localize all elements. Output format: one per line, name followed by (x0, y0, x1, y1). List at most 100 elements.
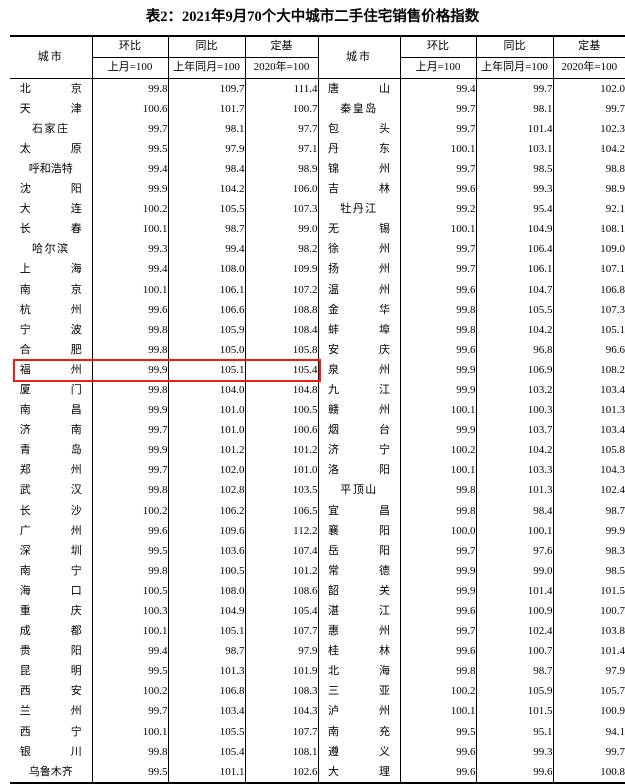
value-mom-left: 100.3 (92, 601, 169, 622)
city-name-left: 乌鲁木齐 (10, 762, 93, 784)
value-base-left: 105.4 (245, 360, 319, 381)
value-yoy-left: 106.2 (168, 501, 246, 522)
city-name-left: 武汉 (10, 480, 93, 501)
table-row: 南昌 99.9 101.0 100.5 赣州 100.1 100.3 101.3 (10, 400, 625, 421)
value-yoy-right: 106.1 (476, 259, 554, 280)
city-name-right: 无锡 (318, 219, 401, 240)
table-row: 天津 100.6 101.7 100.7 秦皇岛 99.7 98.1 99.7 (10, 99, 625, 120)
value-yoy-left: 100.5 (168, 561, 246, 582)
value-base-left: 108.4 (245, 320, 319, 341)
city-name-right: 湛江 (318, 601, 401, 622)
city-name-right: 常德 (318, 561, 401, 582)
city-name-left: 成都 (10, 621, 93, 642)
city-name-left: 大连 (10, 199, 93, 220)
header-group-base-left: 定基 (245, 35, 319, 58)
value-yoy-left: 105.1 (168, 360, 246, 381)
city-name-right: 泸州 (318, 701, 401, 723)
city-name-right: 秦皇岛 (318, 99, 401, 120)
value-mom-right: 99.7 (400, 259, 477, 280)
value-base-left: 107.7 (245, 621, 319, 642)
value-mom-left: 99.8 (92, 340, 169, 361)
table-row: 贵阳 99.4 98.7 97.9 桂林 99.6 100.7 101.4 (10, 641, 625, 662)
city-name-left: 南京 (10, 279, 93, 301)
value-yoy-left: 105.5 (168, 722, 246, 743)
value-base-left: 106.0 (245, 179, 319, 200)
city-name-right: 吉林 (318, 179, 401, 200)
value-mom-right: 99.2 (400, 199, 477, 220)
value-mom-left: 100.1 (92, 219, 169, 240)
city-name-left: 杭州 (10, 300, 93, 321)
value-base-right: 103.4 (600, 383, 625, 396)
value-base-right: 100.9 (600, 705, 625, 718)
value-mom-right: 100.1 (400, 400, 477, 421)
page-title: 表2：2021年9月70个大中城市二手住宅销售价格指数 (145, 9, 480, 25)
city-name-right: 包头 (318, 119, 401, 140)
value-mom-left: 100.1 (92, 722, 169, 743)
value-mom-left: 99.4 (92, 259, 169, 280)
price-index-table: 城市 环比 同比 定基 城市 环比 同比 定基 上月=100 上年同月=100 … (10, 35, 625, 784)
value-mom-right: 99.9 (400, 561, 477, 582)
header-group-yoy-right: 同比 (476, 35, 554, 58)
value-base-right: 108.2 (600, 363, 625, 376)
value-yoy-left: 101.1 (168, 762, 246, 784)
table-row: 杭州 99.6 106.6 108.8 金华 99.8 105.5 107.3 (10, 300, 625, 321)
city-name-left: 沈阳 (10, 179, 93, 200)
city-name-right: 桂林 (318, 641, 401, 662)
value-base-left: 101.9 (245, 661, 319, 682)
header-group-yoy-left: 同比 (168, 35, 246, 58)
value-base-right: 103.4 (600, 424, 625, 437)
value-yoy-left: 106.6 (168, 300, 246, 321)
value-mom-right: 100.1 (400, 139, 477, 160)
table-row: 广州 99.6 109.6 112.2 襄阳 100.0 100.1 99.9 (10, 521, 625, 542)
table-row: 沈阳 99.9 104.2 106.0 吉林 99.6 99.3 98.9 (10, 179, 625, 200)
header-group-base-right: 定基 (553, 35, 625, 58)
value-base-left: 102.6 (245, 762, 319, 784)
city-name-left: 西安 (10, 681, 93, 702)
value-yoy-right: 99.3 (476, 179, 554, 200)
city-name-right: 平顶山 (318, 480, 401, 501)
table-container: 城市 环比 同比 定基 城市 环比 同比 定基 上月=100 上年同月=100 … (10, 35, 625, 784)
value-mom-right: 99.6 (400, 601, 477, 622)
value-base-right: 103.8 (600, 625, 625, 638)
value-base-right: 104.3 (600, 464, 625, 477)
value-mom-left: 100.1 (92, 621, 169, 642)
page-root: 表2：2021年9月70个大中城市二手住宅销售价格指数 城市 环比 同比 定基 (10, 9, 625, 784)
value-mom-left: 99.9 (92, 400, 169, 421)
value-yoy-left: 109.7 (168, 78, 246, 100)
value-yoy-left: 103.4 (168, 701, 246, 723)
value-yoy-right: 106.9 (476, 360, 554, 381)
value-yoy-left: 106.1 (168, 279, 246, 301)
value-mom-right: 99.7 (400, 541, 477, 562)
value-yoy-left: 109.6 (168, 521, 246, 542)
table-row: 宁波 99.8 105.9 108.4 蚌埠 99.8 104.2 105.1 (10, 320, 625, 341)
value-yoy-right: 98.5 (476, 159, 554, 180)
value-yoy-right: 101.5 (476, 701, 554, 723)
value-yoy-right: 101.3 (476, 480, 554, 501)
value-yoy-left: 101.0 (168, 420, 246, 441)
value-mom-right: 99.8 (400, 480, 477, 501)
value-base-left: 105.4 (245, 601, 319, 622)
table-body: 北京 99.8 109.7 111.4 唐山 99.4 99.7 102.0 天津 100.6 10… (10, 78, 625, 784)
city-name-left: 青岛 (10, 440, 93, 461)
value-yoy-right: 101.4 (476, 581, 554, 602)
city-name-left: 太原 (10, 139, 93, 160)
value-yoy-right: 105.5 (476, 300, 554, 321)
table-row: 青岛 99.9 101.2 101.2 济宁 100.2 104.2 105.8 (10, 440, 625, 461)
value-base-right: 104.2 (600, 142, 625, 155)
value-base-left: 108.6 (245, 581, 319, 602)
value-base-left: 98.2 (245, 239, 319, 260)
value-base-right: 101.4 (600, 645, 625, 658)
city-name-left: 福州 (10, 360, 93, 381)
city-name-left: 长春 (10, 219, 93, 240)
value-base-left: 100.5 (245, 400, 319, 421)
value-yoy-right: 104.2 (476, 320, 554, 341)
value-mom-left: 99.6 (92, 521, 169, 542)
header-sub-mom-right: 上月=100 (400, 57, 477, 80)
value-base-right: 96.6 (605, 343, 625, 356)
value-base-right: 109.0 (600, 243, 625, 256)
city-name-left: 上海 (10, 259, 93, 280)
value-base-left: 107.3 (245, 199, 319, 220)
value-yoy-right: 95.1 (476, 722, 554, 743)
table-row: 石家庄 99.7 98.1 97.7 包头 99.7 101.4 102.3 (10, 119, 625, 140)
value-yoy-left: 104.0 (168, 380, 246, 401)
